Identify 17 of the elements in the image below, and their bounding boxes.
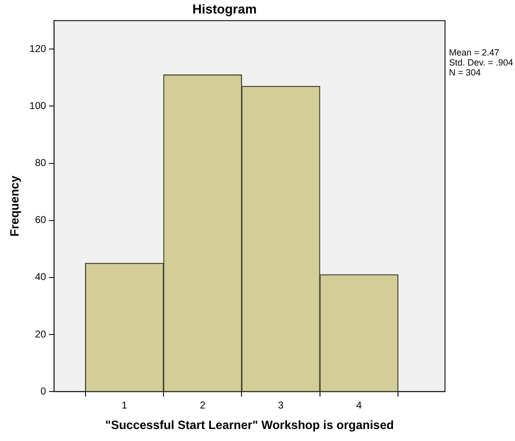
y-tick-label: 100: [29, 100, 47, 112]
x-tick-label: 3: [278, 400, 284, 412]
y-tick-label: 40: [34, 272, 47, 284]
x-tick-label: 4: [356, 400, 362, 412]
x-tick-label: 1: [122, 400, 128, 412]
text: Mean = 2.47: [449, 48, 500, 58]
y-axis-title: Frequency: [8, 175, 22, 236]
y-tick-label: 20: [34, 329, 47, 340]
chart-title: Histogram: [192, 1, 257, 16]
y-tick-label: 0: [40, 386, 47, 398]
y-tick-label: 60: [34, 215, 47, 226]
text: Std. Dev. = .904: [449, 58, 514, 68]
x-tick-label: 2: [200, 400, 206, 412]
text: N = 304: [449, 68, 481, 78]
y-tick-label: 120: [29, 44, 47, 55]
x-axis-title: "Successful Start Learner" Workshop is organised: [105, 418, 394, 432]
y-tick-label: 80: [34, 158, 47, 170]
